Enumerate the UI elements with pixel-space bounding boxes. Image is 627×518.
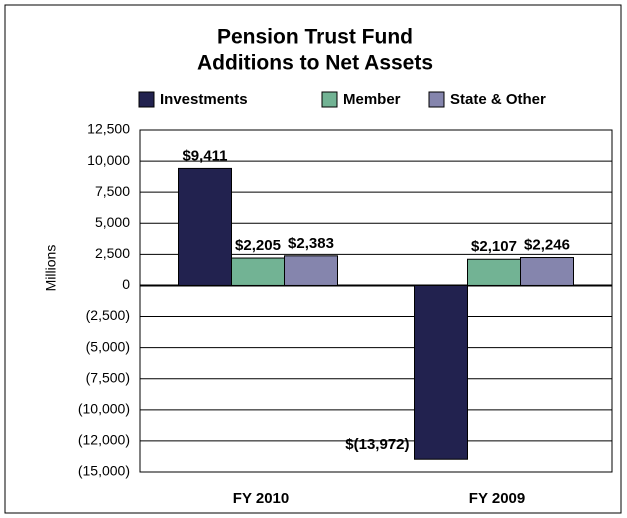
bar xyxy=(231,257,285,286)
value-label: $2,205 xyxy=(235,237,281,254)
y-tick-label: (7,500) xyxy=(86,369,130,385)
value-label: $2,246 xyxy=(524,236,570,253)
y-tick-label: (10,000) xyxy=(78,401,130,417)
value-label: $9,411 xyxy=(182,147,227,164)
y-tick-label: 5,000 xyxy=(95,214,130,230)
bar xyxy=(178,167,232,286)
y-tick-label: (5,000) xyxy=(86,338,130,354)
legend-swatch xyxy=(428,91,445,108)
legend-label: Investments xyxy=(160,91,248,108)
bar xyxy=(414,284,468,460)
value-label: $2,107 xyxy=(471,238,517,255)
y-tick-label: (2,500) xyxy=(86,307,130,323)
legend-label: State & Other xyxy=(450,91,546,108)
y-tick-label: 7,500 xyxy=(95,183,130,199)
value-label: $(13,972) xyxy=(345,436,409,453)
y-tick-label: (12,000) xyxy=(78,432,130,448)
y-tick-label: (15,000) xyxy=(78,463,130,479)
legend-swatch xyxy=(321,91,338,108)
y-tick-label: 10,000 xyxy=(87,152,130,168)
legend-label: Member xyxy=(343,91,401,108)
y-tick-label: 2,500 xyxy=(95,245,130,261)
bar xyxy=(467,258,521,286)
x-tick-label: FY 2009 xyxy=(469,490,525,507)
y-axis-label: Millions xyxy=(43,245,59,292)
chart-title: Pension Trust Fund xyxy=(217,26,413,49)
y-tick-label: 0 xyxy=(122,276,130,292)
legend-swatch xyxy=(138,91,155,108)
value-label: $2,383 xyxy=(288,235,334,252)
chart-subtitle: Additions to Net Assets xyxy=(197,52,433,75)
bar xyxy=(284,255,338,286)
y-tick-label: 12,500 xyxy=(87,121,130,137)
x-tick-label: FY 2010 xyxy=(233,490,289,507)
bar xyxy=(520,257,574,286)
